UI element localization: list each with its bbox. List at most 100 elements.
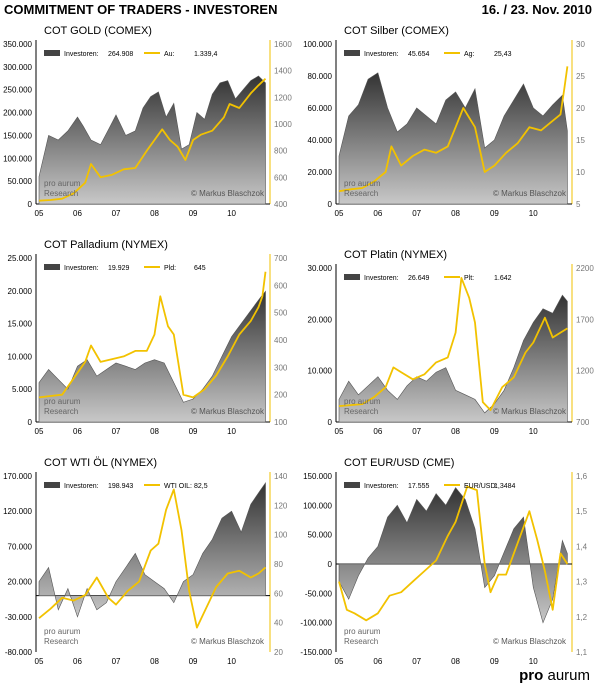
- x-tick-label-1-2: 07: [412, 209, 421, 218]
- legend-value-price-3: 1.642: [494, 275, 512, 282]
- right-tick-label-2-1: 600: [274, 281, 288, 290]
- left-tick-label-0-0: 350.000: [3, 40, 32, 49]
- price-line-4: [38, 488, 267, 629]
- x-tick-label-1-5: 10: [529, 209, 538, 218]
- right-tick-label-2-4: 300: [274, 363, 288, 372]
- legend-value-net-2: 19.929: [108, 265, 130, 272]
- legend-label-price-5: EUR/USD:: [464, 483, 498, 490]
- left-tick-label-4-1: 120.000: [3, 507, 32, 516]
- x-tick-label-4-5: 10: [227, 657, 236, 666]
- x-tick-label-3-4: 09: [490, 427, 499, 436]
- right-tick-label-3-0: 2200: [576, 264, 594, 273]
- left-tick-label-2-3: 10.000: [8, 352, 33, 361]
- copyright-1: © Markus Blaschzok: [493, 189, 567, 198]
- chart-title-4: COT WTI ÖL (NYMEX): [44, 457, 157, 469]
- brand-logo: pro aurum: [519, 667, 590, 684]
- x-tick-label-3-1: 06: [373, 427, 382, 436]
- x-tick-label-0-0: 05: [35, 209, 44, 218]
- left-tick-label-5-1: 100.000: [303, 501, 332, 510]
- right-tick-label-4-5: 40: [274, 619, 283, 628]
- x-tick-label-5-0: 05: [335, 657, 344, 666]
- right-tick-label-1-3: 15: [576, 136, 585, 145]
- chart-title-0: COT GOLD (COMEX): [44, 25, 152, 37]
- legend-label-net-2: Investoren:: [64, 265, 99, 272]
- left-tick-label-5-3: 0: [328, 560, 333, 569]
- left-tick-label-4-4: -30.000: [5, 613, 33, 622]
- watermark-line2-3: Research: [344, 407, 378, 416]
- x-tick-label-1-1: 06: [373, 209, 382, 218]
- legend-label-price-4: WTI OIL:: [164, 483, 192, 490]
- page-title: COMMITMENT OF TRADERS - INVESTOREN: [4, 2, 278, 17]
- left-tick-label-2-5: 0: [28, 418, 33, 427]
- chart-title-2: COT Palladium (NYMEX): [44, 239, 168, 251]
- legend-value-price-5: 1,3484: [494, 483, 516, 490]
- legend-value-price-1: 25,43: [494, 51, 512, 58]
- x-tick-label-5-2: 07: [412, 657, 421, 666]
- legend-value-net-0: 264.908: [108, 51, 133, 58]
- right-tick-label-2-6: 100: [274, 418, 288, 427]
- x-tick-label-3-5: 10: [529, 427, 538, 436]
- x-tick-label-3-0: 05: [335, 427, 344, 436]
- right-tick-label-5-5: 1,1: [576, 648, 588, 657]
- x-tick-label-3-2: 07: [412, 427, 421, 436]
- copyright-3: © Markus Blaschzok: [493, 407, 567, 416]
- x-tick-label-1-3: 08: [451, 209, 460, 218]
- legend-value-net-4: 198.943: [108, 483, 133, 490]
- right-tick-label-4-4: 60: [274, 589, 283, 598]
- copyright-4: © Markus Blaschzok: [191, 637, 265, 646]
- x-tick-label-1-4: 09: [490, 209, 499, 218]
- legend-value-net-5: 17.555: [408, 483, 430, 490]
- right-tick-label-4-0: 140: [274, 472, 288, 481]
- legend-label-price-2: Pld:: [164, 265, 176, 272]
- left-tick-label-0-4: 150.000: [3, 131, 32, 140]
- legend-value-price-0: 1.339,4: [194, 51, 217, 58]
- net-position-area-5: [338, 487, 568, 624]
- watermark-line2-0: Research: [44, 189, 78, 198]
- price-line-2: [38, 271, 267, 399]
- copyright-5: © Markus Blaschzok: [493, 637, 567, 646]
- right-tick-label-1-1: 25: [576, 72, 585, 81]
- legend-swatch-net-2: [44, 264, 60, 270]
- right-tick-label-1-4: 10: [576, 168, 585, 177]
- left-tick-label-5-4: -50.000: [305, 589, 333, 598]
- x-tick-label-2-1: 06: [73, 427, 82, 436]
- legend-label-net-4: Investoren:: [64, 483, 99, 490]
- right-tick-label-4-3: 80: [274, 560, 283, 569]
- legend-label-price-1: Ag:: [464, 51, 475, 58]
- watermark-line1-3: pro aurum: [344, 397, 381, 406]
- left-tick-label-3-0: 30.000: [308, 264, 333, 273]
- watermark-line1-5: pro aurum: [344, 627, 381, 636]
- legend-value-net-3: 26.649: [408, 275, 430, 282]
- legend-label-net-5: Investoren:: [364, 483, 399, 490]
- legend-value-price-4: 82,5: [194, 483, 208, 490]
- left-tick-label-1-4: 20.000: [308, 168, 333, 177]
- x-tick-label-2-2: 07: [112, 427, 121, 436]
- right-tick-label-4-6: 20: [274, 648, 283, 657]
- right-tick-label-0-0: 1600: [274, 40, 292, 49]
- net-position-area-2: [38, 290, 266, 423]
- net-position-area-3: [338, 294, 568, 423]
- legend-label-net-0: Investoren:: [64, 51, 99, 58]
- x-tick-label-2-4: 09: [189, 427, 198, 436]
- right-tick-label-5-0: 1,6: [576, 472, 588, 481]
- legend-swatch-net-4: [44, 482, 60, 488]
- left-tick-label-0-2: 250.000: [3, 86, 32, 95]
- watermark-line1-4: pro aurum: [44, 627, 81, 636]
- watermark-line2-2: Research: [44, 407, 78, 416]
- x-tick-label-2-0: 05: [35, 427, 44, 436]
- legend-swatch-net-1: [344, 50, 360, 56]
- left-tick-label-2-4: 5.000: [12, 385, 33, 394]
- copyright-2: © Markus Blaschzok: [191, 407, 265, 416]
- left-tick-label-4-5: -80.000: [5, 648, 33, 657]
- watermark-line2-1: Research: [344, 189, 378, 198]
- left-tick-label-0-3: 200.000: [3, 109, 32, 118]
- right-tick-label-1-2: 20: [576, 104, 585, 113]
- watermark-line2-4: Research: [44, 637, 78, 646]
- x-tick-label-4-3: 08: [150, 657, 159, 666]
- x-tick-label-5-1: 06: [373, 657, 382, 666]
- x-tick-label-0-4: 09: [189, 209, 198, 218]
- right-tick-label-0-1: 1400: [274, 67, 292, 76]
- copyright-0: © Markus Blaschzok: [191, 189, 265, 198]
- left-tick-label-2-2: 15.000: [8, 320, 33, 329]
